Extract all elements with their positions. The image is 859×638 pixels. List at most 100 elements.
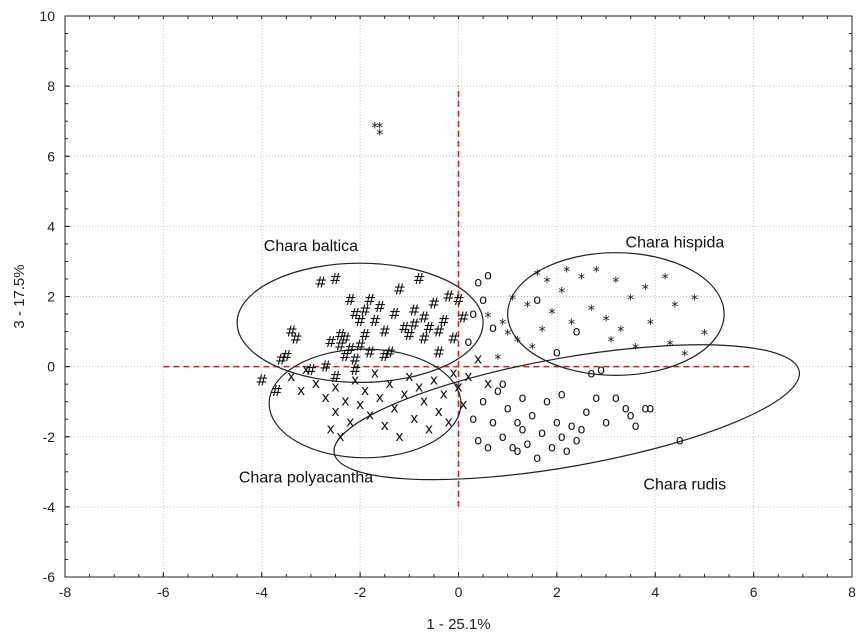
point-chara-baltica: # — [359, 326, 372, 344]
y-axis-title: 3 - 17.5% — [11, 264, 28, 328]
point-chara-polyacantha: x — [376, 390, 384, 406]
point-chara-hispida: * — [588, 303, 595, 319]
point-chara-baltica: # — [413, 270, 426, 288]
point-chara-baltica: # — [364, 291, 377, 309]
point-chara-rudis: o — [514, 444, 522, 459]
point-chara-baltica: # — [388, 305, 401, 323]
point-chara-baltica: # — [437, 312, 450, 330]
point-chara-baltica: # — [319, 358, 332, 376]
point-chara-hispida: * — [681, 349, 688, 365]
point-chara-polyacantha: x — [341, 394, 349, 410]
point-chara-hispida: * — [568, 317, 575, 333]
y-tick-label: 8 — [47, 78, 55, 94]
point-chara-polyacantha: x — [464, 369, 472, 385]
point-chara-baltica: # — [433, 344, 446, 362]
group-labels: Chara baltica Chara hispida Chara polyacan… — [239, 234, 726, 493]
point-chara-rudis: o — [499, 377, 507, 392]
y-tick-label: 6 — [47, 148, 55, 164]
point-chara-polyacantha: x — [371, 366, 379, 382]
point-chara-polyacantha: x — [361, 383, 369, 399]
point-chara-hispida: * — [499, 317, 506, 333]
point-chara-polyacantha: x — [351, 373, 359, 389]
point-chara-baltica: # — [383, 344, 396, 362]
point-chara-hispida: * — [578, 271, 585, 287]
point-chara-rudis: o — [573, 433, 581, 448]
point-chara-rudis: o — [563, 444, 571, 459]
point-chara-polyacantha: x — [410, 411, 418, 427]
point-chara-polyacantha: x — [454, 380, 462, 396]
point-chara-hispida: * — [539, 324, 546, 340]
point-chara-hispida: * — [376, 121, 383, 137]
point-chara-hispida: * — [524, 300, 531, 316]
point-chara-baltica: # — [334, 337, 347, 355]
x-tick-label: 2 — [553, 584, 561, 600]
point-chara-hispida: * — [371, 121, 378, 137]
point-chara-baltica: # — [339, 347, 352, 365]
point-chara-polyacantha: x — [356, 397, 364, 413]
point-chara-hispida: * — [603, 314, 610, 330]
point-chara-baltica: # — [324, 333, 337, 351]
point-chara-baltica: # — [334, 326, 347, 344]
y-tick-label: 4 — [47, 218, 55, 234]
reference-lines — [163, 86, 754, 507]
point-chara-hispida: * — [534, 268, 541, 284]
point-chara-rudis: o — [489, 416, 497, 431]
ellipse-chara-rudis — [333, 344, 801, 481]
point-chara-polyacantha: x — [435, 404, 443, 420]
point-chara-polyacantha: x — [385, 376, 393, 392]
point-chara-hispida: * — [632, 342, 639, 358]
point-chara-rudis: o — [627, 409, 635, 424]
point-chara-hispida: * — [563, 264, 570, 280]
point-chara-baltica: # — [349, 351, 362, 369]
point-chara-rudis: o — [518, 423, 526, 438]
point-chara-hispida: * — [691, 293, 698, 309]
point-chara-baltica: # — [378, 323, 391, 341]
point-chara-baltica: # — [447, 330, 460, 348]
point-chara-rudis: o — [489, 321, 497, 336]
point-chara-polyacantha: x — [326, 422, 334, 438]
point-chara-rudis: o — [464, 335, 472, 350]
point-chara-baltica: # — [354, 337, 367, 355]
data-points: ########################################… — [255, 121, 707, 466]
y-tick-label: 2 — [47, 289, 55, 305]
point-chara-rudis: o — [518, 391, 526, 406]
point-chara-rudis: o — [622, 402, 630, 417]
x-tick-label: 4 — [651, 584, 659, 600]
point-chara-hispida: * — [376, 128, 383, 144]
point-chara-rudis: o — [558, 430, 566, 445]
x-tick-label: 0 — [455, 584, 463, 600]
point-chara-baltica: # — [398, 319, 411, 337]
point-chara-hispida: * — [504, 328, 511, 344]
point-chara-rudis: o — [612, 391, 620, 406]
point-chara-polyacantha: x — [415, 380, 423, 396]
point-chara-rudis: o — [533, 293, 541, 308]
point-chara-rudis: o — [597, 363, 605, 378]
point-chara-polyacantha: x — [336, 429, 344, 445]
point-chara-hispida: * — [617, 324, 624, 340]
point-chara-polyacantha: x — [405, 369, 413, 385]
point-chara-rudis: o — [641, 402, 649, 417]
point-chara-baltica: # — [275, 351, 288, 369]
point-chara-baltica: # — [442, 288, 455, 306]
point-chara-polyacantha: x — [420, 394, 428, 410]
ellipse-chara-baltica — [236, 262, 484, 384]
x-tick-label: -4 — [256, 584, 269, 600]
point-chara-rudis: o — [602, 416, 610, 431]
point-chara-hispida: * — [544, 275, 551, 291]
point-chara-rudis: o — [632, 419, 640, 434]
point-chara-polyacantha: x — [381, 418, 389, 434]
point-chara-polyacantha: x — [395, 429, 403, 445]
point-chara-hispida: * — [558, 285, 565, 301]
point-chara-baltica: # — [428, 295, 441, 313]
point-chara-rudis: o — [553, 346, 561, 361]
point-chara-baltica: # — [418, 330, 431, 348]
x-tick-label: -8 — [59, 584, 72, 600]
point-chara-rudis: o — [499, 430, 507, 445]
point-chara-polyacantha: x — [331, 404, 339, 420]
point-chara-baltica: # — [339, 330, 352, 348]
point-chara-baltica: # — [393, 280, 406, 298]
